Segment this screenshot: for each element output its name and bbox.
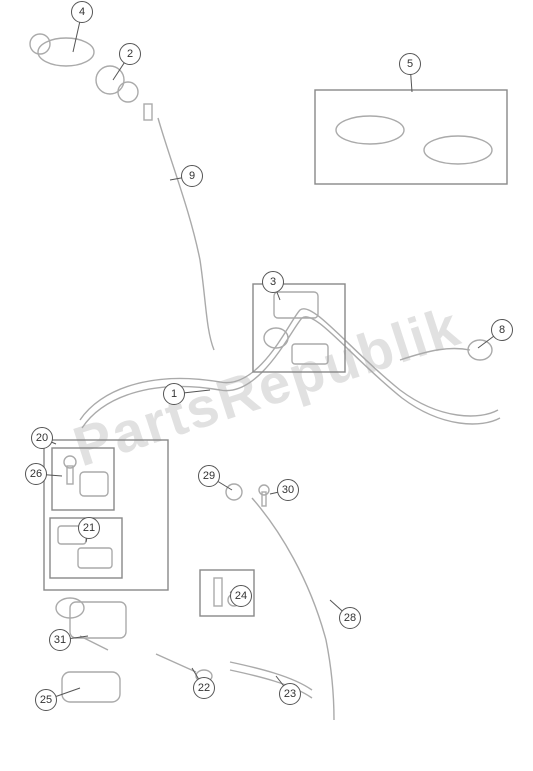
part-4-throttle-end: [30, 34, 50, 54]
callout-label: 30: [282, 484, 294, 496]
callout-3: 3: [262, 271, 284, 293]
callout-20: 20: [31, 427, 53, 449]
leader-lines-group: [36, 12, 502, 700]
handlebar-outline-top: [80, 309, 498, 420]
part-26-bolt-head: [64, 456, 76, 468]
part-21-block-b: [78, 548, 112, 568]
part-8-switch: [468, 340, 492, 360]
part-5-grip-right: [424, 136, 492, 164]
callout-label: 31: [54, 634, 66, 646]
callout-9: 9: [181, 165, 203, 187]
line-overlay: [0, 0, 533, 771]
callout-label: 1: [171, 388, 177, 400]
callout-label: 28: [344, 612, 356, 624]
part-master-cyl-body: [70, 602, 126, 638]
callout-29: 29: [198, 465, 220, 487]
part-3-ring: [264, 328, 288, 348]
part-master-cyl-res: [56, 598, 84, 618]
callout-label: 21: [83, 522, 95, 534]
callout-1: 1: [163, 383, 185, 405]
callout-31: 31: [49, 629, 71, 651]
part-30-bolt-shaft: [262, 492, 266, 506]
handlebar-outline-bot: [82, 317, 500, 428]
group-box-3: [253, 284, 345, 372]
group-box-5: [315, 90, 507, 184]
switch-wire: [400, 348, 470, 360]
callout-24: 24: [230, 585, 252, 607]
callout-label: 24: [235, 590, 247, 602]
callout-21: 21: [78, 517, 100, 539]
part-2-housing-b: [118, 82, 138, 102]
callout-8: 8: [491, 319, 513, 341]
callout-5: 5: [399, 53, 421, 75]
callout-23: 23: [279, 683, 301, 705]
part-cable-adjuster: [144, 104, 152, 120]
part-24-bolt: [214, 578, 222, 606]
callout-4: 4: [71, 1, 93, 23]
callout-label: 8: [499, 324, 505, 336]
part-26-clamp: [80, 472, 108, 496]
callout-label: 4: [79, 6, 85, 18]
diagram-canvas: PartsRepublik: [0, 0, 533, 771]
callout-label: 2: [127, 48, 133, 60]
watermark-text: PartsRepublik: [65, 292, 468, 478]
group-box-26: [52, 448, 114, 510]
part-22-spring: [156, 654, 196, 672]
callout-25: 25: [35, 689, 57, 711]
part-2-housing-a: [96, 66, 124, 94]
callout-label: 26: [30, 468, 42, 480]
part-31-bolt: [80, 636, 108, 650]
callout-label: 29: [203, 470, 215, 482]
callout-28: 28: [339, 607, 361, 629]
part-3-switch-top: [274, 292, 318, 318]
part-4-throttle-grip: [38, 38, 94, 66]
callout-label: 9: [189, 170, 195, 182]
callout-label: 25: [40, 694, 52, 706]
callout-label: 23: [284, 688, 296, 700]
callout-label: 3: [270, 276, 276, 288]
callout-label: 5: [407, 58, 413, 70]
part-26-bolt-shaft: [67, 466, 73, 484]
callout-label: 22: [198, 682, 210, 694]
callout-26: 26: [25, 463, 47, 485]
part-23-lever: [230, 662, 312, 690]
callout-22: 22: [193, 677, 215, 699]
part-29-washer: [226, 484, 242, 500]
callout-30: 30: [277, 479, 299, 501]
group-box-20: [44, 440, 168, 590]
callout-2: 2: [119, 43, 141, 65]
part-25-guard: [62, 672, 120, 702]
throttle-cable: [158, 118, 214, 350]
part-5-grip-left: [336, 116, 404, 144]
part-3-clamp: [292, 344, 328, 364]
part-30-bolt-head: [259, 485, 269, 495]
callout-label: 20: [36, 432, 48, 444]
